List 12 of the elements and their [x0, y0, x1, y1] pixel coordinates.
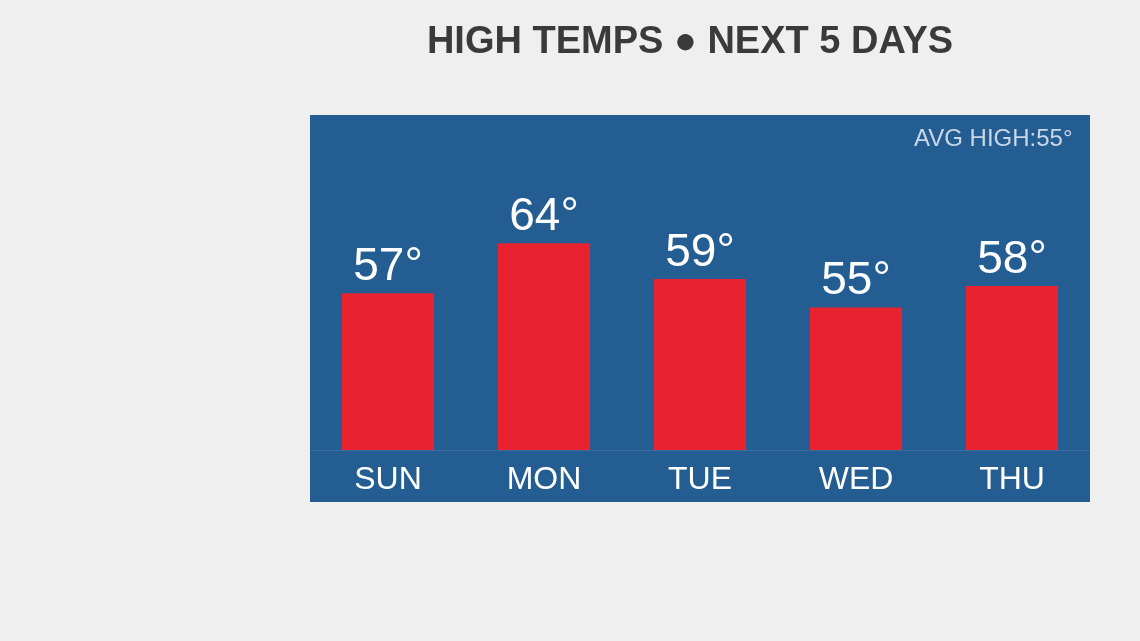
- data-label: 58°: [977, 231, 1047, 284]
- data-label: 64°: [509, 188, 579, 241]
- x-tick-label: WED: [818, 460, 894, 497]
- x-tick-label: MON: [506, 460, 582, 497]
- x-tick-label: TUE: [668, 460, 732, 497]
- data-label: 55°: [821, 252, 891, 305]
- annotation: AVG HIGH:55°: [914, 124, 1073, 151]
- data-label: 57°: [353, 238, 423, 291]
- x-tick-label: THU: [979, 460, 1045, 497]
- data-label: 59°: [665, 223, 735, 276]
- chart-title: HIGH TEMPS ● NEXT 5 DAYS: [426, 19, 954, 62]
- x-tick-label: SUN: [354, 460, 422, 497]
